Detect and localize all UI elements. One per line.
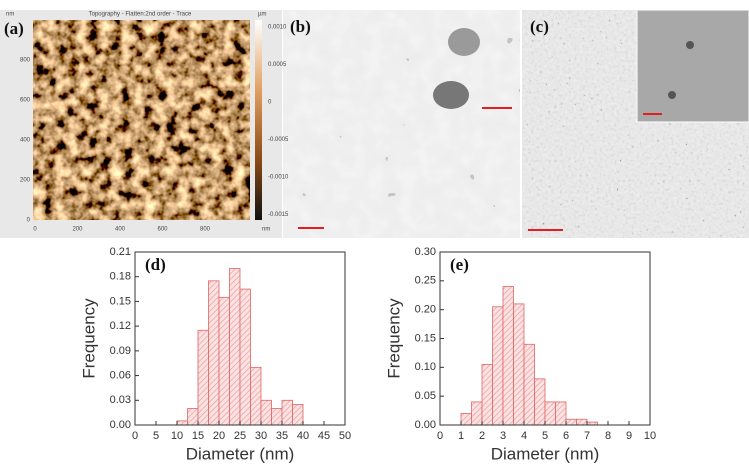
x-tick-label: 800: [200, 227, 211, 233]
y-tick-label: 0.18: [110, 271, 131, 283]
x-tick-label: 25: [234, 430, 246, 442]
particle: [668, 91, 676, 99]
x-tick-label: 35: [276, 430, 288, 442]
particle: [433, 81, 469, 109]
x-tick-label: 2: [479, 430, 485, 442]
y-tick-label: 0.15: [415, 332, 436, 344]
bar: [293, 404, 304, 425]
x-tick-label: 5: [153, 430, 159, 442]
bar: [230, 268, 241, 425]
y-tick-label: 0.21: [110, 246, 131, 258]
x-tick-label: 4: [521, 430, 527, 442]
bar: [514, 304, 525, 425]
bar: [461, 413, 472, 425]
x-tick-label: 600: [157, 227, 168, 233]
image-title: Topography - Flatten:2nd order - Trace: [89, 12, 192, 18]
y-tick-label: 0.09: [110, 345, 131, 357]
panel-label: (b): [290, 17, 311, 36]
bar: [556, 402, 567, 425]
afm-image: [33, 20, 250, 220]
bar: [261, 400, 272, 425]
bar: [188, 409, 199, 425]
unit-label: nm: [6, 12, 14, 18]
x-tick-label: 10: [644, 430, 656, 442]
bar: [545, 402, 556, 425]
bar: [566, 419, 577, 425]
x-tick-label: 20: [213, 430, 225, 442]
y-tick-label: 0.25: [415, 275, 436, 287]
color-bar: [255, 20, 262, 220]
bar: [535, 379, 546, 425]
y-tick-label: 0.20: [415, 304, 436, 316]
x-tick-label: 15: [192, 430, 204, 442]
y-tick-label: 0.10: [415, 361, 436, 373]
bar: [251, 367, 262, 425]
figure: (a) nm Topography - Flatten:2nd order - …: [0, 0, 749, 464]
bar: [177, 421, 188, 425]
bar: [272, 409, 283, 425]
panel-label: (e): [450, 255, 469, 274]
x-tick-label: 3: [500, 430, 506, 442]
y-tick-label: 800: [20, 58, 31, 64]
bar: [524, 344, 535, 425]
y-tick-label: 0.00: [110, 419, 131, 431]
x-tick-label: 8: [605, 430, 611, 442]
y-tick-label: 400: [20, 138, 31, 144]
colorbar-label: -0.0015: [268, 212, 289, 218]
bar: [282, 400, 293, 425]
colorbar-label: 0.0010: [268, 25, 287, 31]
tem-image: [283, 10, 520, 238]
bar: [198, 330, 209, 425]
x-tick-label: 50: [339, 430, 351, 442]
x-tick-label: 40: [297, 430, 309, 442]
bar: [219, 297, 230, 425]
y-tick-label: 0.12: [110, 320, 131, 332]
x-tick-label: 9: [626, 430, 632, 442]
y-axis-label: Frequency: [79, 298, 98, 379]
x-tick-label: 7: [584, 430, 590, 442]
y-tick-label: 0.00: [415, 419, 436, 431]
y-tick-label: 0.03: [110, 394, 131, 406]
bar: [482, 364, 493, 425]
colorbar-label: 0.0005: [268, 62, 287, 68]
bar: [493, 307, 504, 425]
bar: [577, 419, 588, 425]
bar: [209, 281, 220, 425]
y-tick-label: 200: [20, 178, 31, 184]
particle: [686, 41, 694, 49]
x-tick-label: 0: [132, 430, 138, 442]
bar: [472, 402, 483, 425]
bar: [240, 289, 251, 425]
x-tick-label: 30: [255, 430, 267, 442]
y-axis-label: Frequency: [384, 298, 403, 379]
y-tick-label: 0.30: [415, 246, 436, 258]
panel-label: (c): [530, 17, 549, 36]
y-tick-label: 0.06: [110, 369, 131, 381]
x-tick-label: 1: [458, 430, 464, 442]
panel-label: (a): [4, 19, 24, 38]
x-tick-label: 6: [563, 430, 569, 442]
x-tick-label: 45: [318, 430, 330, 442]
x-tick-label: 200: [72, 227, 83, 233]
x-axis-label: Diameter (nm): [491, 444, 600, 463]
unit-label: µm: [258, 12, 266, 18]
inset-image: [637, 10, 749, 122]
x-tick-label: 400: [115, 227, 126, 233]
panel-label: (d): [145, 255, 166, 274]
x-axis-label: Diameter (nm): [186, 444, 295, 463]
x-tick-label: 0: [437, 430, 443, 442]
y-tick-label: 0.15: [110, 295, 131, 307]
bar: [503, 287, 514, 425]
particle: [448, 28, 480, 56]
unit-label: nm: [262, 227, 270, 233]
y-tick-label: 600: [20, 98, 31, 104]
x-tick-label: 10: [171, 430, 183, 442]
y-tick-label: 0.05: [415, 390, 436, 402]
x-tick-label: 5: [542, 430, 548, 442]
colorbar-label: -0.0005: [268, 137, 289, 143]
colorbar-label: -0.0010: [268, 175, 289, 181]
